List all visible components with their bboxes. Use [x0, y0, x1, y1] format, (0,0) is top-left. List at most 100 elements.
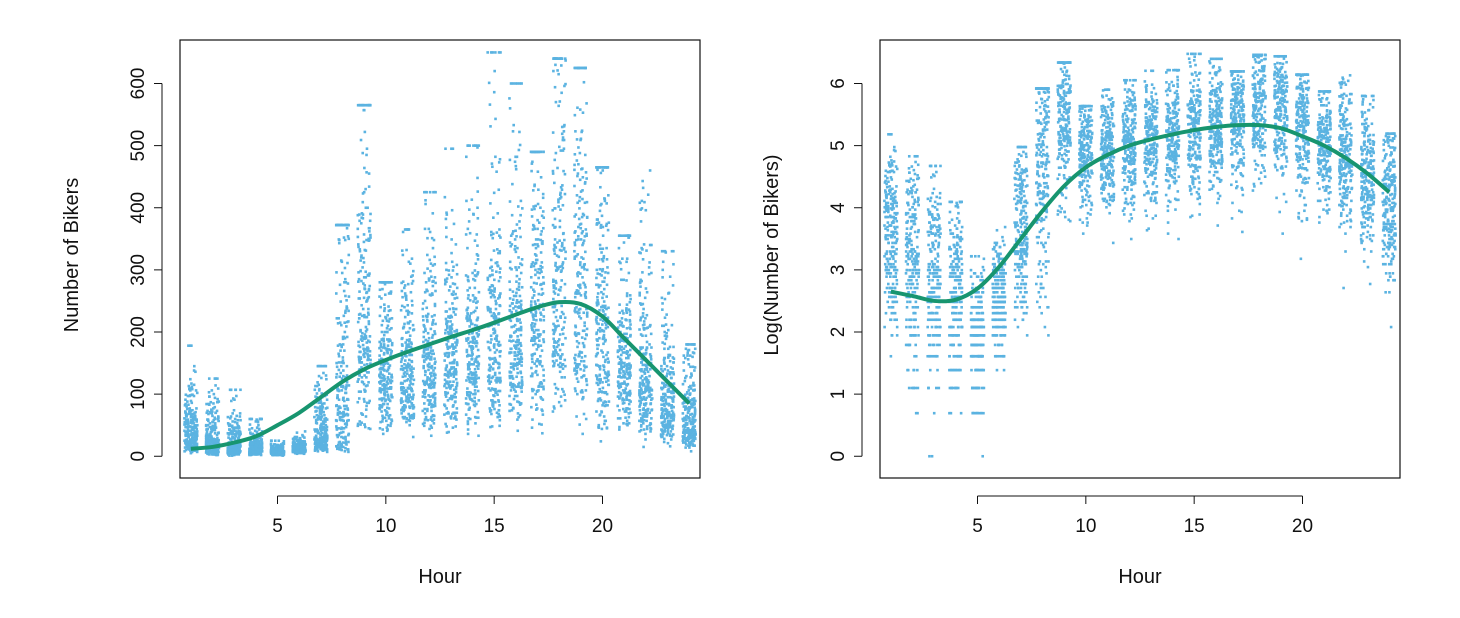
data-point	[519, 370, 522, 374]
data-point	[515, 319, 519, 323]
data-point	[423, 347, 426, 351]
data-point	[516, 363, 519, 367]
data-point	[497, 188, 501, 192]
data-point	[446, 399, 450, 402]
data-point	[216, 377, 219, 380]
data-point	[345, 307, 349, 310]
data-point	[511, 182, 514, 186]
data-point	[454, 307, 458, 311]
data-point	[597, 397, 600, 401]
data-point	[335, 372, 339, 376]
data-point	[402, 286, 406, 290]
data-point	[552, 352, 556, 356]
data-point	[542, 368, 545, 372]
data-point	[303, 436, 306, 439]
data-point	[358, 420, 362, 423]
data-point	[367, 313, 370, 316]
data-point	[575, 254, 578, 258]
data-point	[602, 415, 606, 418]
data-point	[498, 294, 502, 297]
data-point	[314, 410, 317, 413]
data-point	[605, 373, 609, 377]
data-point	[552, 332, 556, 336]
data-point	[445, 431, 449, 434]
data-point	[400, 289, 404, 293]
data-point	[558, 348, 562, 352]
data-point	[335, 361, 338, 365]
data-point	[449, 285, 452, 288]
data-point	[382, 374, 386, 378]
data-point	[291, 442, 295, 446]
data-point	[598, 330, 602, 333]
data-point	[210, 425, 214, 429]
data-point	[390, 393, 393, 397]
data-point	[411, 374, 414, 378]
data-point	[429, 386, 433, 390]
data-point	[408, 358, 411, 362]
data-point	[387, 414, 391, 418]
data-point	[600, 274, 603, 277]
data-point	[511, 230, 515, 233]
data-point	[260, 441, 264, 444]
data-point	[467, 294, 470, 297]
data-point	[649, 398, 653, 402]
data-point	[381, 346, 385, 349]
data-point	[559, 191, 562, 195]
data-point	[361, 343, 365, 347]
data-point	[231, 432, 235, 436]
data-point	[194, 370, 197, 374]
data-point	[403, 292, 407, 295]
data-point	[322, 428, 326, 431]
data-point	[512, 325, 516, 328]
data-point	[347, 237, 351, 241]
data-point	[553, 340, 556, 343]
data-point	[582, 239, 586, 242]
data-point	[581, 243, 584, 247]
data-point	[498, 234, 501, 238]
data-point	[537, 276, 540, 280]
data-point	[230, 399, 233, 403]
data-point	[601, 308, 605, 312]
data-point	[433, 276, 437, 279]
data-point	[385, 410, 388, 413]
data-point	[445, 364, 449, 367]
data-point	[429, 418, 432, 421]
data-point	[210, 389, 214, 392]
data-point	[518, 220, 521, 223]
data-point	[447, 430, 450, 434]
data-point	[204, 440, 208, 444]
data-point	[410, 257, 414, 260]
data-point	[498, 249, 502, 253]
data-point	[339, 223, 343, 227]
data-point	[532, 335, 536, 338]
data-point	[639, 401, 643, 405]
data-point	[421, 315, 425, 318]
data-point	[402, 417, 406, 420]
data-point	[402, 407, 405, 411]
data-point	[408, 384, 411, 387]
data-point	[530, 405, 533, 409]
data-point	[486, 340, 490, 344]
data-point	[366, 354, 370, 358]
data-point	[339, 446, 342, 450]
data-point	[325, 418, 329, 421]
data-point	[336, 322, 340, 325]
data-point	[497, 312, 500, 316]
data-point	[618, 425, 621, 429]
data-point	[487, 306, 490, 310]
data-point	[313, 448, 317, 451]
data-point	[556, 166, 559, 170]
data-point	[518, 352, 521, 356]
data-point	[640, 367, 643, 371]
data-point	[573, 215, 576, 218]
data-point	[276, 443, 280, 447]
data-point	[206, 435, 209, 439]
data-point	[385, 348, 388, 352]
data-point	[191, 412, 195, 416]
data-point	[336, 394, 339, 397]
data-point	[624, 391, 628, 395]
data-point	[320, 392, 324, 395]
data-point	[405, 228, 408, 231]
data-point	[453, 330, 456, 333]
data-point	[494, 51, 497, 54]
